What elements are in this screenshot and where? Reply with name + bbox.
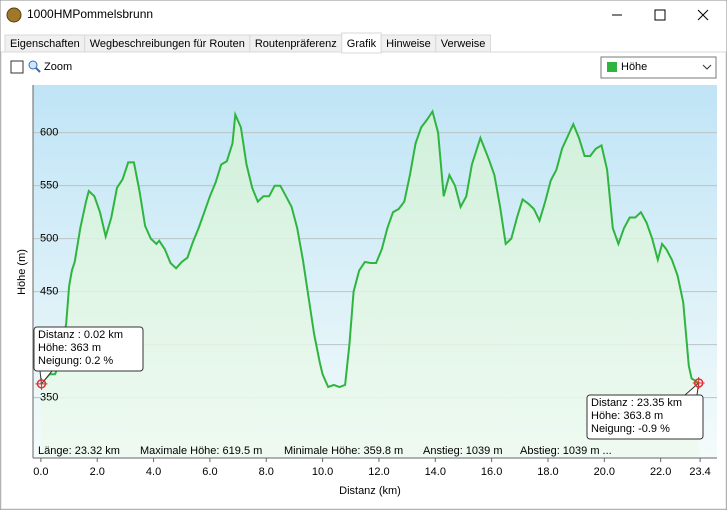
tooltip-line: Distanz : 23.35 km	[591, 397, 682, 409]
tooltip-line: Neigung: 0.2 %	[38, 355, 113, 367]
series-dropdown[interactable]	[600, 56, 717, 79]
tab[interactable]	[435, 34, 491, 53]
tooltip-line: Höhe: 363.8 m	[591, 410, 663, 422]
tooltip-line: Distanz : 0.02 km	[38, 329, 123, 341]
legend-swatch	[607, 62, 617, 72]
summary-stat: Anstieg: 1039 m	[423, 445, 503, 457]
x-tick-label: 14.0	[425, 466, 446, 478]
summary-stat: Länge: 23.32 km	[38, 445, 120, 457]
dropdown-arrow	[702, 64, 712, 70]
x-tick-label: 10.0	[312, 466, 333, 478]
tooltip	[33, 326, 144, 372]
y-tick-label: 600	[40, 127, 58, 139]
tab-label: Routenpräferenz	[255, 38, 337, 50]
summary-stat: Minimale Höhe: 359.8 m	[284, 445, 403, 457]
zoom-icon-handle	[35, 67, 41, 73]
x-tick-label: 2.0	[90, 466, 105, 478]
tab-label: Wegbeschreibungen für Routen	[90, 38, 245, 50]
x-axis-title: Distanz (km)	[339, 485, 401, 497]
tab-label: Hinweise	[386, 38, 431, 50]
zoom-icon	[28, 60, 38, 70]
y-tick-label: 450	[40, 286, 58, 298]
area-fill	[40, 111, 699, 458]
x-tick-label: 12.0	[368, 466, 389, 478]
x-tick-label: 22.0	[650, 466, 671, 478]
maximize-button[interactable]	[654, 9, 666, 21]
tab-label: Verweise	[441, 38, 486, 50]
zoom-checkbox[interactable]	[10, 60, 24, 74]
position-marker-cross	[692, 376, 705, 389]
y-axis-title: Höhe (m)	[16, 249, 28, 295]
tab-label: Eigenschaften	[10, 38, 80, 50]
x-tick-label: 8.0	[259, 466, 274, 478]
legend-entry: Höhe	[621, 61, 647, 73]
x-tick-label: 16.0	[481, 466, 502, 478]
x-tick-label: 20.0	[594, 466, 615, 478]
app-icon	[6, 7, 22, 23]
tooltip	[586, 394, 704, 440]
y-tick-label: 550	[40, 180, 58, 192]
x-tick-label: 0.0	[33, 466, 48, 478]
x-tick-label: 23.4	[689, 466, 710, 478]
y-tick-label: 350	[40, 392, 58, 404]
tooltip-line: Höhe: 363 m	[38, 342, 101, 354]
summary-stat: Maximale Höhe: 619.5 m	[140, 445, 262, 457]
summary-stat: Abstieg: 1039 m ...	[520, 445, 612, 457]
window-title: 1000HMPommelsbrunn	[27, 7, 153, 21]
tab-label: Grafik	[347, 38, 377, 50]
y-tick-label: 500	[40, 233, 58, 245]
elevation-line	[40, 109, 700, 389]
zoom-label: Zoom	[44, 61, 72, 73]
x-tick-label: 18.0	[537, 466, 558, 478]
x-tick-label: 4.0	[146, 466, 161, 478]
x-tick-label: 6.0	[202, 466, 217, 478]
close-button[interactable]	[697, 9, 709, 21]
tooltip-line: Neigung: -0.9 %	[591, 423, 670, 435]
position-marker-cross	[35, 377, 48, 390]
